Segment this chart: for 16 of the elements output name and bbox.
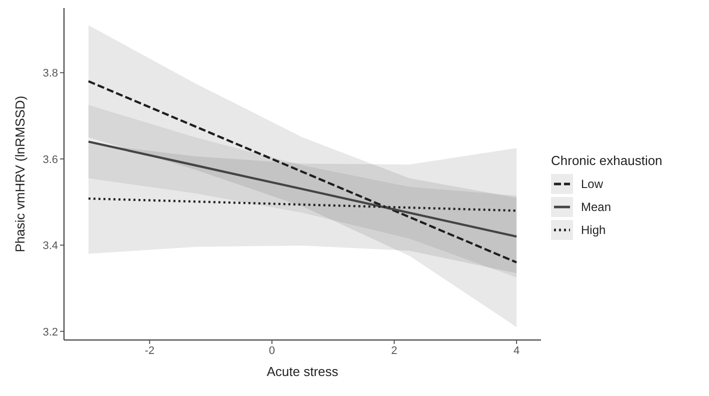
y-axis-title: Phasic vmHRV (lnRMSSD) [12,96,28,252]
line-series [87,140,518,238]
y-tick-label: 3.2 [42,326,58,338]
x-tick-label: 0 [268,344,275,357]
legend-label: High [581,223,606,237]
y-tick-label: 3.6 [42,154,58,166]
x-axis-title: Acute stress [266,364,339,379]
y-tick-label: 3.8 [42,68,58,80]
line-series [87,80,518,264]
x-tick-label: 2 [391,344,398,357]
legend-label: Mean [581,200,612,214]
x-tick-label: -2 [144,344,155,357]
y-tick-label: 3.4 [42,240,58,252]
x-tick-label: 4 [513,344,520,357]
legend-label: Low [581,177,604,191]
legend-title: Chronic exhaustion [551,153,664,168]
